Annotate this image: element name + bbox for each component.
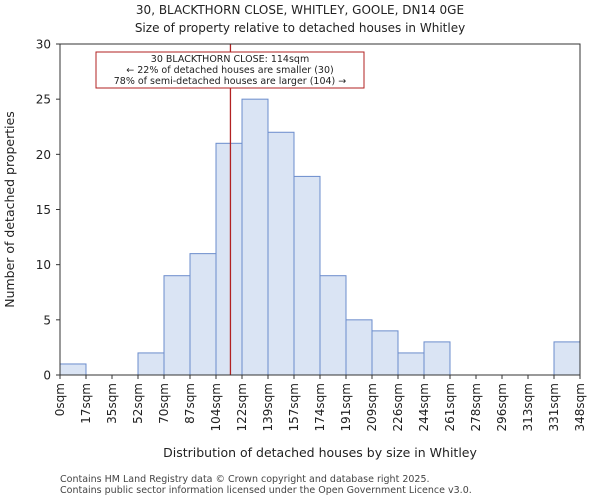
histogram-bar	[267, 131, 295, 376]
histogram-bar	[293, 175, 321, 376]
x-tick-label: 226sqm	[391, 383, 405, 431]
histogram-bar	[371, 330, 399, 376]
x-tick-label: 261sqm	[443, 383, 457, 431]
histogram-bar	[553, 341, 581, 376]
plot-frame	[59, 43, 581, 376]
x-tick-label: 70sqm	[157, 383, 171, 424]
x-tick-label: 191sqm	[339, 383, 353, 431]
x-tick-label: 0sqm	[53, 383, 67, 416]
histogram-bar	[163, 275, 191, 376]
annotation-line-2: ← 22% of detached houses are smaller (30…	[126, 65, 333, 76]
chart-title: 30, BLACKTHORN CLOSE, WHITLEY, GOOLE, DN…	[135, 3, 465, 17]
y-axis-label: Number of detached properties	[2, 111, 17, 308]
x-tick-label: 296sqm	[495, 383, 509, 431]
x-tick-label: 104sqm	[209, 383, 223, 431]
x-tick-label: 174sqm	[313, 383, 327, 431]
histogram-bar	[241, 98, 269, 376]
x-tick-label: 52sqm	[131, 383, 145, 424]
x-tick-label: 244sqm	[417, 383, 431, 431]
x-tick-label: 157sqm	[287, 383, 301, 431]
y-tick-label: 5	[43, 313, 51, 327]
x-axis-label: Distribution of detached houses by size …	[163, 445, 477, 460]
x-tick-label: 348sqm	[573, 383, 587, 431]
footer-line-1: Contains HM Land Registry data © Crown c…	[60, 474, 430, 485]
chart-subtitle: Size of property relative to detached ho…	[134, 21, 466, 35]
x-tick-label: 209sqm	[365, 383, 379, 431]
y-tick-label: 15	[36, 203, 51, 217]
histogram-bar	[137, 352, 165, 376]
y-tick-label: 20	[36, 148, 51, 162]
x-tick-label: 331sqm	[547, 383, 561, 431]
annotation-line-3: 78% of semi-detached houses are larger (…	[114, 76, 347, 87]
x-tick-label: 17sqm	[79, 383, 93, 424]
x-tick-label: 313sqm	[521, 383, 535, 431]
annotation-line-1: 30 BLACKTHORN CLOSE: 114sqm	[151, 54, 309, 65]
histogram-bar	[189, 253, 217, 376]
x-tick-label: 139sqm	[261, 383, 275, 431]
histogram-bar	[215, 142, 243, 376]
x-tick-label: 278sqm	[469, 383, 483, 431]
annotation-box	[95, 51, 365, 89]
y-tick-label: 30	[36, 38, 51, 52]
histogram-bar	[397, 352, 425, 376]
histogram-bar	[319, 275, 347, 376]
histogram-bar	[59, 363, 87, 376]
footer-line-2: Contains public sector information licen…	[60, 485, 472, 496]
y-tick-label: 10	[36, 258, 51, 272]
y-tick-label: 0	[43, 369, 51, 383]
y-tick-label: 25	[36, 93, 51, 107]
x-tick-label: 122sqm	[235, 383, 249, 431]
x-tick-label: 35sqm	[105, 383, 119, 424]
x-tick-label: 87sqm	[183, 383, 197, 424]
histogram-bar	[345, 319, 373, 376]
histogram-bar	[423, 341, 451, 376]
